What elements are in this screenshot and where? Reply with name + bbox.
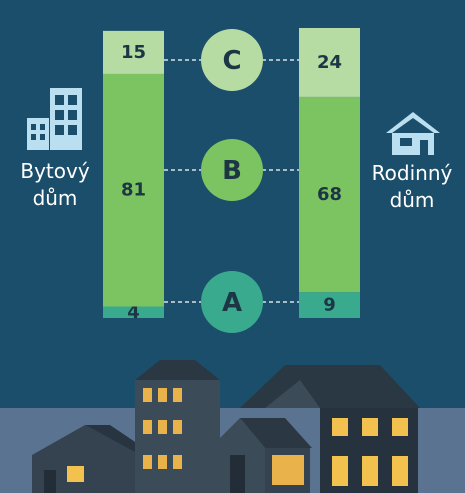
value-label: 24 bbox=[317, 52, 342, 73]
bar-segment bbox=[299, 28, 360, 97]
legend-label: A bbox=[222, 288, 242, 318]
bar-segment bbox=[103, 306, 164, 318]
bar-segment bbox=[299, 292, 360, 318]
legend-circle bbox=[201, 271, 263, 333]
legend-circle bbox=[201, 29, 263, 91]
value-label: 81 bbox=[121, 180, 146, 201]
legend-circle bbox=[201, 139, 263, 201]
category-label: Rodinný dům bbox=[371, 161, 453, 212]
bar-segment bbox=[103, 73, 164, 307]
value-label: 4 bbox=[127, 302, 140, 323]
category-label: Bytový dům bbox=[20, 159, 90, 210]
value-label: 68 bbox=[317, 184, 342, 205]
value-label: 9 bbox=[323, 295, 336, 316]
house-icon bbox=[386, 112, 440, 155]
skyline-illustration bbox=[0, 360, 465, 493]
value-label: 15 bbox=[121, 42, 146, 63]
bar-segment bbox=[299, 96, 360, 293]
legend-label: C bbox=[222, 46, 241, 76]
legend-label: B bbox=[222, 156, 242, 186]
bar-segment bbox=[103, 30, 164, 74]
